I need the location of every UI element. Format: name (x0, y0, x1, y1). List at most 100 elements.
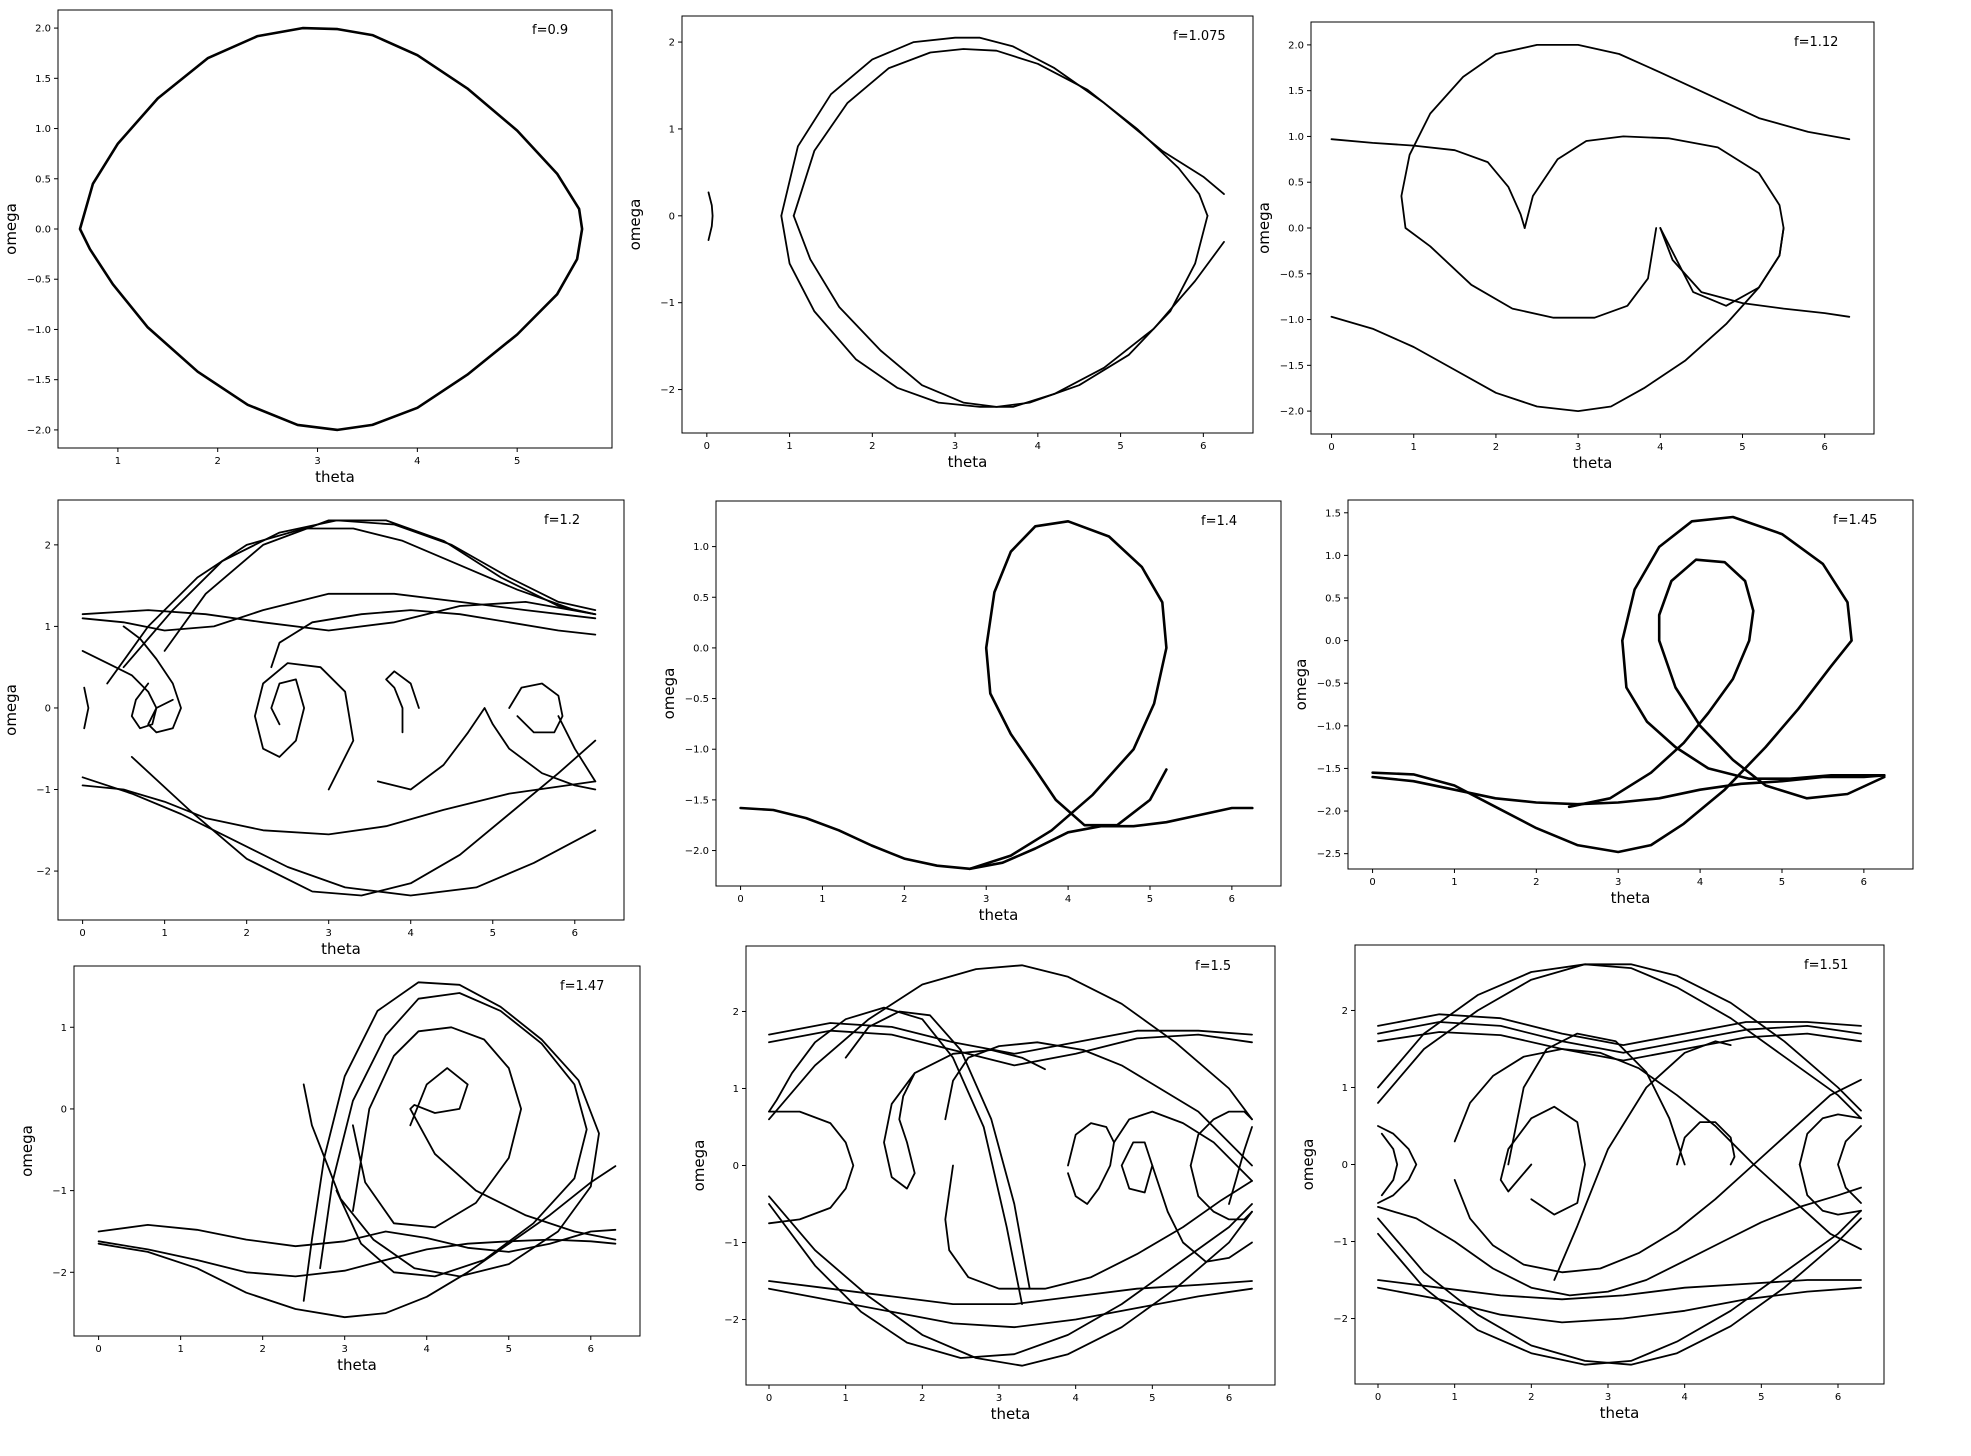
forcing-annotation: f=1.51 (1804, 958, 1848, 973)
plot-frame (1348, 500, 1913, 869)
y-tick-label: 1 (1342, 1083, 1348, 1094)
trajectory-curve-11 (1455, 1080, 1861, 1273)
y-axis-label: omega (1255, 202, 1273, 254)
y-tick-label: 0.0 (1288, 224, 1304, 235)
trajectory-curve-13 (1501, 1107, 1585, 1215)
forcing-annotation: f=1.12 (1794, 35, 1838, 50)
x-tick-label: 1 (1451, 877, 1457, 888)
x-tick-label: 0 (1375, 1392, 1381, 1403)
y-axis-label: omega (626, 199, 644, 251)
phase-plot-3: 0 1 2 3 4 5 6−2.0−1.5−1.0−0.50.00.51.01.52.0th… (1255, 22, 1874, 472)
x-tick-label: 0 (1328, 442, 1334, 453)
trajectory-curve-2 (1525, 136, 1784, 305)
y-axis-label: omega (2, 203, 20, 255)
x-tick-label: 1 (115, 456, 121, 467)
y-tick-label: −2.5 (1317, 849, 1341, 860)
x-tick-label: 0 (766, 1393, 772, 1404)
trajectory-curve-21 (1838, 1126, 1861, 1203)
x-tick-label: 5 (1149, 1393, 1155, 1404)
x-tick-label: 5 (1117, 441, 1123, 452)
y-tick-label: −1 (1333, 1237, 1348, 1248)
x-tick-label: 0 (1369, 877, 1375, 888)
y-tick-label: −1.0 (1280, 315, 1304, 326)
y-tick-label: −2 (1333, 1314, 1348, 1325)
y-tick-label: −1.0 (685, 745, 709, 756)
phase-plot-5: 0 1 2 3 4 5 6−2.0−1.5−1.0−0.50.00.51.0thetaome… (660, 501, 1281, 924)
trajectory-curve-15 (509, 684, 562, 733)
phase-plot-9: 0 1 2 3 4 5 6−2−1012thetaomegaf=1.51 (1299, 945, 1884, 1422)
x-tick-label: 0 (95, 1344, 101, 1355)
trajectory-curve-1 (99, 1225, 616, 1252)
x-tick-label: 4 (1065, 894, 1071, 905)
x-axis-label: theta (1611, 889, 1651, 907)
y-tick-label: −0.5 (1317, 679, 1341, 690)
y-tick-label: −0.5 (1280, 269, 1304, 280)
y-tick-label: 1.5 (1288, 86, 1304, 97)
x-tick-label: 6 (1835, 1392, 1841, 1403)
trajectory-curve-7 (769, 1204, 1252, 1358)
trajectory-curve-18 (1800, 1165, 1861, 1215)
y-tick-label: 1.5 (1325, 508, 1341, 519)
x-tick-label: 2 (1528, 1392, 1534, 1403)
y-tick-label: 2 (733, 1007, 739, 1018)
phase-plot-4: 0 1 2 3 4 5 6−2−1012thetaomegaf=1.2 (2, 500, 624, 958)
y-tick-label: −2 (52, 1268, 67, 1279)
x-tick-label: 6 (1226, 1393, 1232, 1404)
trajectory-curve-11 (769, 1112, 853, 1224)
trajectory-curve-16 (1677, 1122, 1735, 1164)
phase-plot-8: 0 1 2 3 4 5 6 −2 −1 0 1 2 theta omega f=1.5 (690, 946, 1275, 1423)
trajectory-curve-1 (781, 38, 1224, 216)
y-tick-label: 1 (669, 124, 675, 135)
x-tick-label: 0 (79, 928, 85, 939)
y-tick-label: −2 (660, 385, 675, 396)
x-tick-label: 6 (1861, 877, 1867, 888)
x-tick-label: 2 (919, 1393, 925, 1404)
trajectory-curve-19 (1382, 1134, 1397, 1196)
y-tick-label: 1.0 (35, 124, 51, 135)
trajectory-curve-4 (1332, 228, 1784, 411)
trajectory-curve-5 (709, 192, 713, 240)
x-tick-label: 4 (1072, 1393, 1078, 1404)
y-tick-label: −1 (724, 1238, 739, 1249)
y-tick-label: 2 (669, 38, 675, 49)
trajectory-curve-6 (353, 1027, 521, 1227)
x-tick-label: 2 (1533, 877, 1539, 888)
x-tick-label: 3 (1605, 1392, 1611, 1403)
y-axis-label: omega (2, 684, 20, 736)
x-tick-label: 1 (161, 928, 167, 939)
y-tick-label: 0.5 (35, 174, 51, 185)
plot-frame (682, 16, 1253, 433)
y-tick-label: −1 (660, 298, 675, 309)
x-tick-label: 5 (506, 1344, 512, 1355)
x-tick-label: 2 (901, 894, 907, 905)
y-tick-label: 0 (61, 1104, 67, 1115)
plot-frame (74, 966, 640, 1336)
phase-plot-7: 0 1 2 3 4 5 6−2−101thetaomegaf=1.47 (18, 966, 640, 1374)
y-tick-label: 1.0 (1325, 551, 1341, 562)
y-tick-label: −2.0 (685, 846, 709, 857)
y-tick-label: 0.5 (1288, 178, 1304, 189)
y-tick-label: 0 (669, 211, 675, 222)
x-axis-label: theta (321, 940, 361, 958)
x-tick-label: 3 (1575, 442, 1581, 453)
forcing-annotation: f=1.5 (1195, 959, 1231, 974)
y-tick-label: −1.0 (1317, 721, 1341, 732)
trajectory-curve-8 (1378, 1218, 1861, 1364)
trajectory-curve-12 (945, 1042, 1252, 1165)
x-tick-label: 6 (1229, 894, 1235, 905)
y-axis-label: omega (1299, 1139, 1317, 1191)
trajectory-curve-13 (945, 1166, 1252, 1289)
y-tick-label: −2.0 (1280, 407, 1304, 418)
y-tick-label: −1.5 (1317, 764, 1341, 775)
trajectory-curve-6 (769, 1196, 1252, 1365)
x-tick-label: 3 (326, 928, 332, 939)
trajectory-curve-6 (107, 529, 595, 684)
plot-frame (1311, 22, 1874, 434)
forcing-annotation: f=1.2 (544, 513, 580, 528)
trajectory-curve-1 (769, 1031, 1252, 1066)
trajectory-curve-16 (558, 716, 595, 781)
y-tick-label: −1.5 (27, 375, 51, 386)
trajectory-curve-2 (970, 521, 1167, 869)
trajectory-curve-3 (1401, 45, 1849, 318)
